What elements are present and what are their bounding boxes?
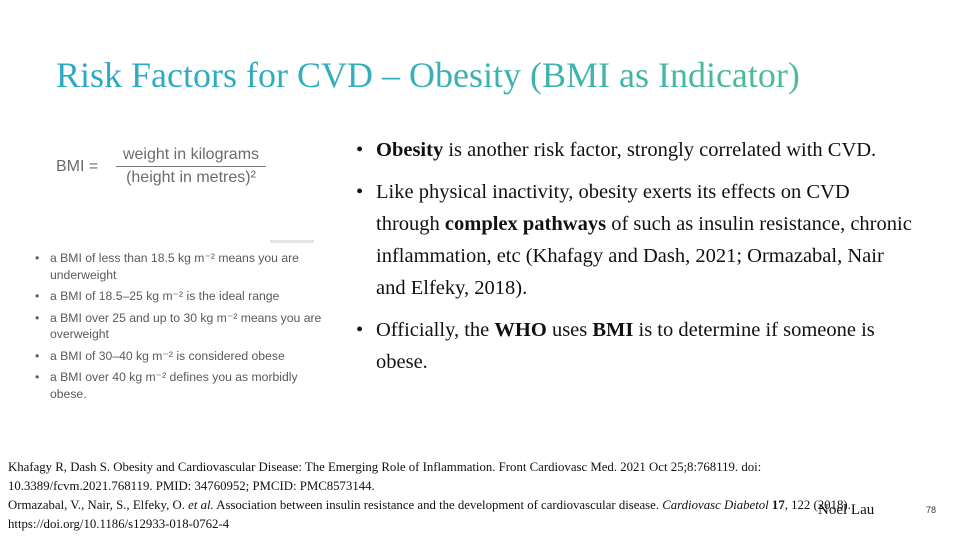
bold-term: complex pathways bbox=[444, 213, 607, 235]
bullet-pathways: • Like physical inactivity, obesity exert… bbox=[356, 176, 916, 304]
page-number: 78 bbox=[926, 505, 937, 515]
bmi-range-item: • a BMI of 30–40 kg m⁻² is considered obe… bbox=[35, 348, 285, 363]
reference-khafagy: Khafagy R, Dash S. Obesity and Cardiovas… bbox=[8, 460, 762, 493]
slide-title: Risk Factors for CVD – Obesity (BMI as I… bbox=[56, 52, 936, 102]
bullet-dot-icon: • bbox=[356, 319, 364, 341]
reference-ormazabal: Ormazabal, V., Nair, S., Elfeky, O. et a… bbox=[8, 498, 851, 531]
fraction-bar bbox=[116, 166, 266, 167]
bmi-range-item: • a BMI over 25 and up to 30 kg m⁻² means… bbox=[35, 310, 322, 342]
bullet-dot-icon: • bbox=[356, 139, 364, 161]
bmi-range-item: • a BMI of less than 18.5 kg m⁻² means yo… bbox=[35, 251, 299, 282]
main-bullet-list: • Obesity is another risk factor, strongl… bbox=[356, 134, 916, 388]
bullet-dot-icon: • bbox=[35, 370, 40, 384]
bullet-dot-icon: • bbox=[35, 289, 40, 303]
bmi-range-item: • a BMI of 18.5–25 kg m⁻² is the ideal ra… bbox=[35, 289, 280, 303]
formula-lhs: BMI = bbox=[56, 158, 99, 175]
formula-fraction: weight in kilograms (height in metres)² bbox=[116, 144, 266, 189]
bullet-dot-icon: • bbox=[356, 181, 364, 203]
faint-divider bbox=[270, 240, 314, 243]
bmi-range-list: • a BMI of less than 18.5 kg m⁻² means yo… bbox=[34, 250, 334, 407]
formula-numerator: weight in kilograms bbox=[122, 146, 260, 163]
bmi-range-item: • a BMI over 40 kg m⁻² defines you as mor… bbox=[35, 370, 298, 401]
bullet-dot-icon: • bbox=[35, 348, 40, 363]
bullet-dot-icon: • bbox=[35, 251, 40, 265]
formula-denominator: (height in metres)² bbox=[126, 169, 256, 186]
bold-term: WHO bbox=[494, 319, 547, 341]
bold-term: BMI bbox=[592, 319, 634, 341]
bullet-who-bmi: • Officially, the WHO uses BMI is to dete… bbox=[356, 314, 916, 378]
author-name: Noel Lau bbox=[818, 502, 875, 518]
bmi-info-image: BMI = weight in kilograms (height in met… bbox=[20, 126, 330, 426]
bullet-obesity: • Obesity is another risk factor, strongl… bbox=[356, 134, 916, 166]
references: Khafagy R, Dash S. Obesity and Cardiovas… bbox=[8, 458, 878, 534]
bold-term: Obesity bbox=[376, 139, 444, 161]
bullet-dot-icon: • bbox=[35, 310, 40, 325]
